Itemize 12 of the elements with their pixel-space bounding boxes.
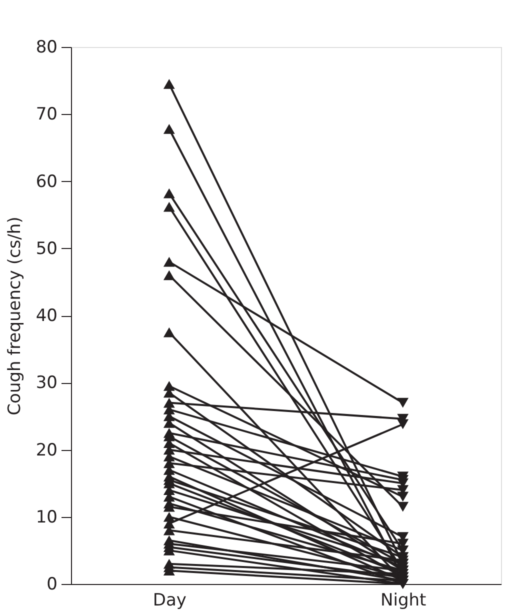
y-tick-label: 70 <box>36 104 58 125</box>
x-tick-label: Day <box>152 590 186 610</box>
y-tick-label: 10 <box>36 507 58 528</box>
y-tick-label: 0 <box>46 574 58 594</box>
y-tick-label: 80 <box>36 38 58 58</box>
y-axis-title: Cough frequency (cs/h) <box>4 216 25 416</box>
y-tick-label: 40 <box>36 306 58 326</box>
x-tick-label: Night <box>380 590 427 610</box>
y-tick-label: 30 <box>36 373 58 394</box>
y-tick-label: 50 <box>36 238 58 259</box>
y-tick-label: 60 <box>36 172 58 192</box>
y-tick-label: 20 <box>36 440 58 460</box>
